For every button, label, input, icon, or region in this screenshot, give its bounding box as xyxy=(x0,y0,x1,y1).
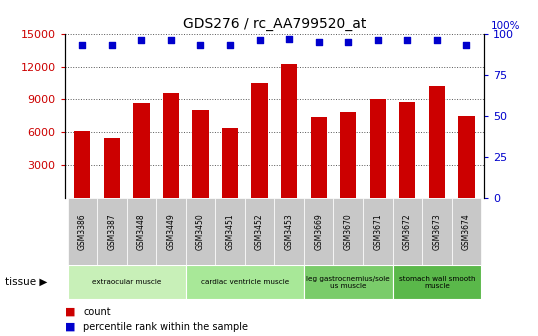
Text: GSM3448: GSM3448 xyxy=(137,213,146,250)
Bar xyxy=(163,93,179,198)
Bar xyxy=(393,198,422,265)
Text: tissue ▶: tissue ▶ xyxy=(5,277,48,287)
Bar xyxy=(304,198,334,265)
Bar xyxy=(67,265,186,299)
Point xyxy=(314,39,323,45)
Bar xyxy=(156,198,186,265)
Bar xyxy=(74,131,90,198)
Bar xyxy=(370,99,386,198)
Bar xyxy=(340,112,356,198)
Text: GSM3450: GSM3450 xyxy=(196,213,205,250)
Bar xyxy=(452,198,482,265)
Point xyxy=(167,38,175,43)
Text: GSM3671: GSM3671 xyxy=(373,213,383,250)
Bar xyxy=(186,198,215,265)
Bar xyxy=(186,265,304,299)
Text: GSM3453: GSM3453 xyxy=(285,213,294,250)
Text: GSM3672: GSM3672 xyxy=(403,213,412,250)
Text: GSM3386: GSM3386 xyxy=(78,213,87,250)
Point xyxy=(433,38,441,43)
Bar xyxy=(304,265,393,299)
Bar xyxy=(363,198,393,265)
Point xyxy=(373,38,382,43)
Text: extraocular muscle: extraocular muscle xyxy=(92,279,161,285)
Point xyxy=(285,36,293,41)
Bar xyxy=(458,116,475,198)
Bar xyxy=(193,111,209,198)
Text: leg gastrocnemius/sole
us muscle: leg gastrocnemius/sole us muscle xyxy=(306,276,390,289)
Text: ■: ■ xyxy=(65,307,75,317)
Bar xyxy=(422,198,452,265)
Text: GSM3673: GSM3673 xyxy=(433,213,441,250)
Bar xyxy=(215,198,245,265)
Point xyxy=(344,39,352,45)
Bar xyxy=(104,138,120,198)
Bar xyxy=(97,198,126,265)
Point xyxy=(462,42,471,48)
Bar xyxy=(222,128,238,198)
Text: GSM3387: GSM3387 xyxy=(108,213,116,250)
Point xyxy=(226,42,235,48)
Bar xyxy=(399,102,415,198)
Text: ■: ■ xyxy=(65,322,75,332)
Bar xyxy=(429,86,445,198)
Text: GSM3670: GSM3670 xyxy=(344,213,353,250)
Text: 100%: 100% xyxy=(491,21,521,31)
Point xyxy=(403,38,412,43)
Point xyxy=(196,42,205,48)
Bar xyxy=(251,83,268,198)
Text: GSM3674: GSM3674 xyxy=(462,213,471,250)
Bar xyxy=(133,103,150,198)
Bar xyxy=(281,64,298,198)
Bar xyxy=(310,117,327,198)
Text: cardiac ventricle muscle: cardiac ventricle muscle xyxy=(201,279,289,285)
Bar xyxy=(245,198,274,265)
Title: GDS276 / rc_AA799520_at: GDS276 / rc_AA799520_at xyxy=(183,17,366,31)
Point xyxy=(256,38,264,43)
Text: percentile rank within the sample: percentile rank within the sample xyxy=(83,322,249,332)
Text: GSM3449: GSM3449 xyxy=(166,213,175,250)
Text: GSM3452: GSM3452 xyxy=(255,213,264,250)
Point xyxy=(108,42,116,48)
Bar xyxy=(334,198,363,265)
Text: stomach wall smooth
muscle: stomach wall smooth muscle xyxy=(399,276,475,289)
Point xyxy=(78,42,87,48)
Text: count: count xyxy=(83,307,111,317)
Point xyxy=(137,38,146,43)
Bar xyxy=(274,198,304,265)
Bar xyxy=(67,198,97,265)
Text: GSM3451: GSM3451 xyxy=(225,213,235,250)
Bar xyxy=(126,198,156,265)
Text: GSM3669: GSM3669 xyxy=(314,213,323,250)
Bar xyxy=(393,265,482,299)
